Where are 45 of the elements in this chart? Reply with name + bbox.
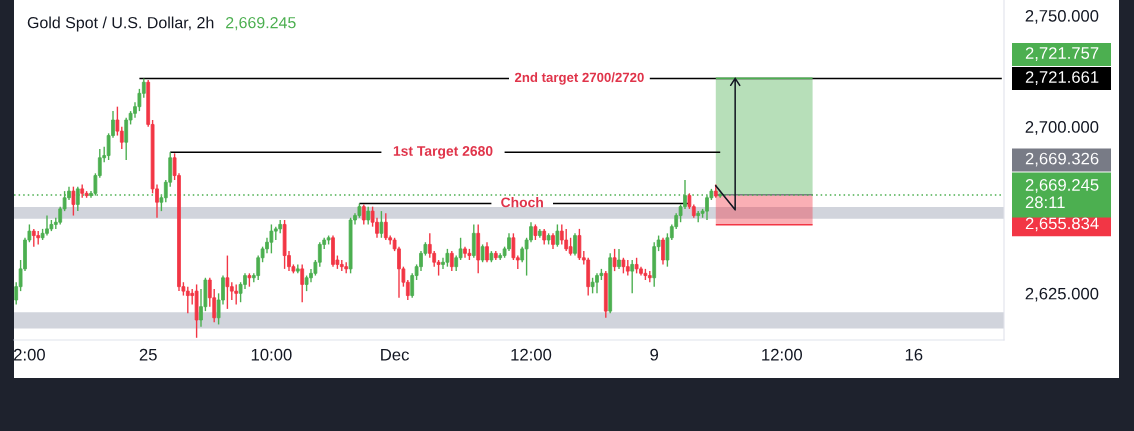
text: 2,669.326 bbox=[1025, 152, 1099, 167]
candlestick bbox=[559, 223, 564, 246]
candlestick bbox=[269, 223, 274, 255]
candlestick bbox=[379, 210, 384, 239]
x-tick-label: 9 bbox=[650, 348, 659, 361]
candlestick bbox=[427, 232, 432, 259]
candlestick bbox=[471, 223, 476, 259]
x-tick-label: 12:00 bbox=[511, 348, 552, 361]
text: Gold Spot / U.S. Dollar, 2h bbox=[27, 16, 214, 32]
candlestick bbox=[630, 259, 635, 295]
candlestick bbox=[71, 185, 76, 217]
candlestick bbox=[617, 248, 621, 270]
x-tick-label: 10:00 bbox=[251, 348, 292, 361]
candlestick bbox=[225, 254, 230, 310]
candlestick bbox=[612, 248, 617, 272]
candlestick bbox=[564, 228, 569, 252]
candlestick bbox=[577, 228, 582, 261]
candlestick bbox=[485, 241, 489, 263]
series-label: 2nd target 2700/2720 bbox=[514, 72, 644, 85]
candlestick bbox=[661, 237, 665, 266]
text: 2,669.245 bbox=[226, 16, 296, 31]
y-tick-label: 2,700.000 bbox=[1025, 121, 1099, 135]
candlestick bbox=[300, 263, 305, 303]
series-label: Choch bbox=[501, 197, 543, 208]
x-tick-label: Dec bbox=[381, 348, 409, 361]
candlestick bbox=[75, 185, 80, 212]
candlestick bbox=[383, 212, 388, 241]
candlestick bbox=[555, 223, 560, 248]
x-tick-label: 12:00 bbox=[762, 348, 802, 361]
text: 2,721.757 bbox=[1025, 47, 1099, 61]
y-tick-label: 2,655.834 bbox=[1025, 217, 1099, 232]
y-tick-label: 2,721.661 bbox=[1025, 71, 1099, 85]
candlestick bbox=[234, 283, 239, 306]
candlestick bbox=[449, 250, 454, 272]
x-tick-label: 2:00 bbox=[14, 348, 45, 361]
x-tick-label: 16 bbox=[905, 348, 923, 361]
y-tick-label: 2,625.000 bbox=[1025, 287, 1099, 302]
candlestick bbox=[124, 117, 129, 161]
candlestick bbox=[185, 285, 190, 315]
candlestick bbox=[361, 203, 366, 226]
x-tick-label: 25 bbox=[139, 348, 157, 361]
y-tick-label: 2,750.000 bbox=[1025, 9, 1099, 24]
series-label: 1st Target 2680 bbox=[393, 146, 493, 159]
y-tick-label: 2,669.245 28:11 bbox=[1025, 179, 1099, 209]
candlestick bbox=[573, 232, 577, 257]
